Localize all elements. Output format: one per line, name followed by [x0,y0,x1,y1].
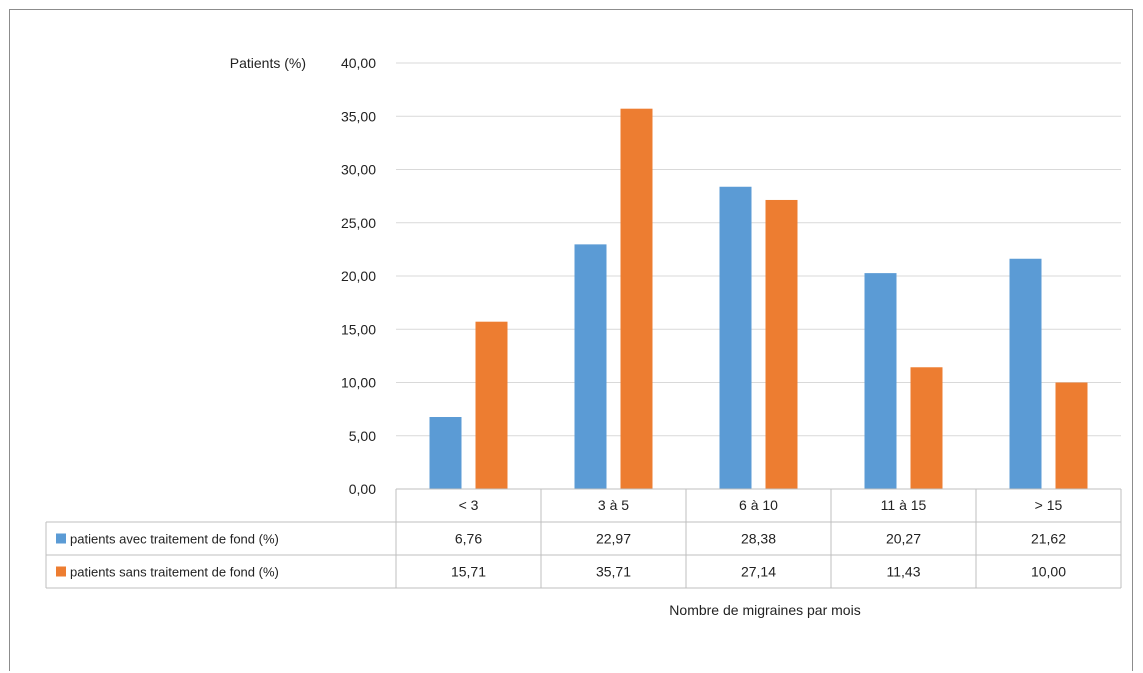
y-tick-label: 30,00 [341,162,376,178]
legend-key-avec [56,533,66,544]
bar-sans-0 [475,321,508,489]
y-tick-label: 40,00 [341,55,376,71]
y-tick-label: 10,00 [341,375,376,391]
bar-avec-0 [429,417,462,489]
y-tick-label: 20,00 [341,268,376,284]
y-tick-label: 25,00 [341,215,376,231]
x-tick-label: 3 à 5 [598,497,629,513]
data-table-value: 6,76 [455,531,482,547]
bar-chart: Patients (%) Nombre de migraines par moi… [45,55,1122,618]
data-table-value: 21,62 [1031,531,1066,547]
y-axis-label: Patients (%) [230,55,306,71]
bar-sans-3 [910,367,943,489]
data-table-value: 15,71 [451,564,486,580]
x-tick-label: > 15 [1035,497,1063,513]
bar-avec-3 [864,273,897,489]
data-table-value: 27,14 [741,564,776,580]
y-tick-label: 0,00 [349,481,376,497]
y-tick-label: 35,00 [341,108,376,124]
bar-sans-4 [1055,382,1088,489]
legend-label: patients sans traitement de fond (%) [70,565,279,580]
x-axis-label: Nombre de migraines par mois [669,602,860,618]
bar-sans-1 [620,108,653,489]
data-table-value: 11,43 [887,564,921,580]
bar-sans-2 [765,199,798,490]
legend-key-sans [56,566,66,577]
x-tick-label: < 3 [459,497,479,513]
bar-avec-1 [574,244,607,489]
data-table-value: 10,00 [1031,564,1066,580]
data-table-value: 20,27 [886,531,921,547]
data-table-value: 28,38 [741,531,776,547]
data-table-value: 35,71 [596,564,631,580]
y-tick-label: 15,00 [341,321,376,337]
y-tick-label: 5,00 [349,428,376,444]
bar-avec-2 [719,186,752,490]
legend-label: patients avec traitement de fond (%) [70,532,279,547]
x-tick-label: 6 à 10 [739,497,778,513]
data-table-value: 22,97 [596,531,631,547]
bar-avec-4 [1009,258,1042,489]
x-tick-label: 11 à 15 [881,497,927,513]
chart-frame: Patients (%) Nombre de migraines par moi… [9,9,1133,671]
